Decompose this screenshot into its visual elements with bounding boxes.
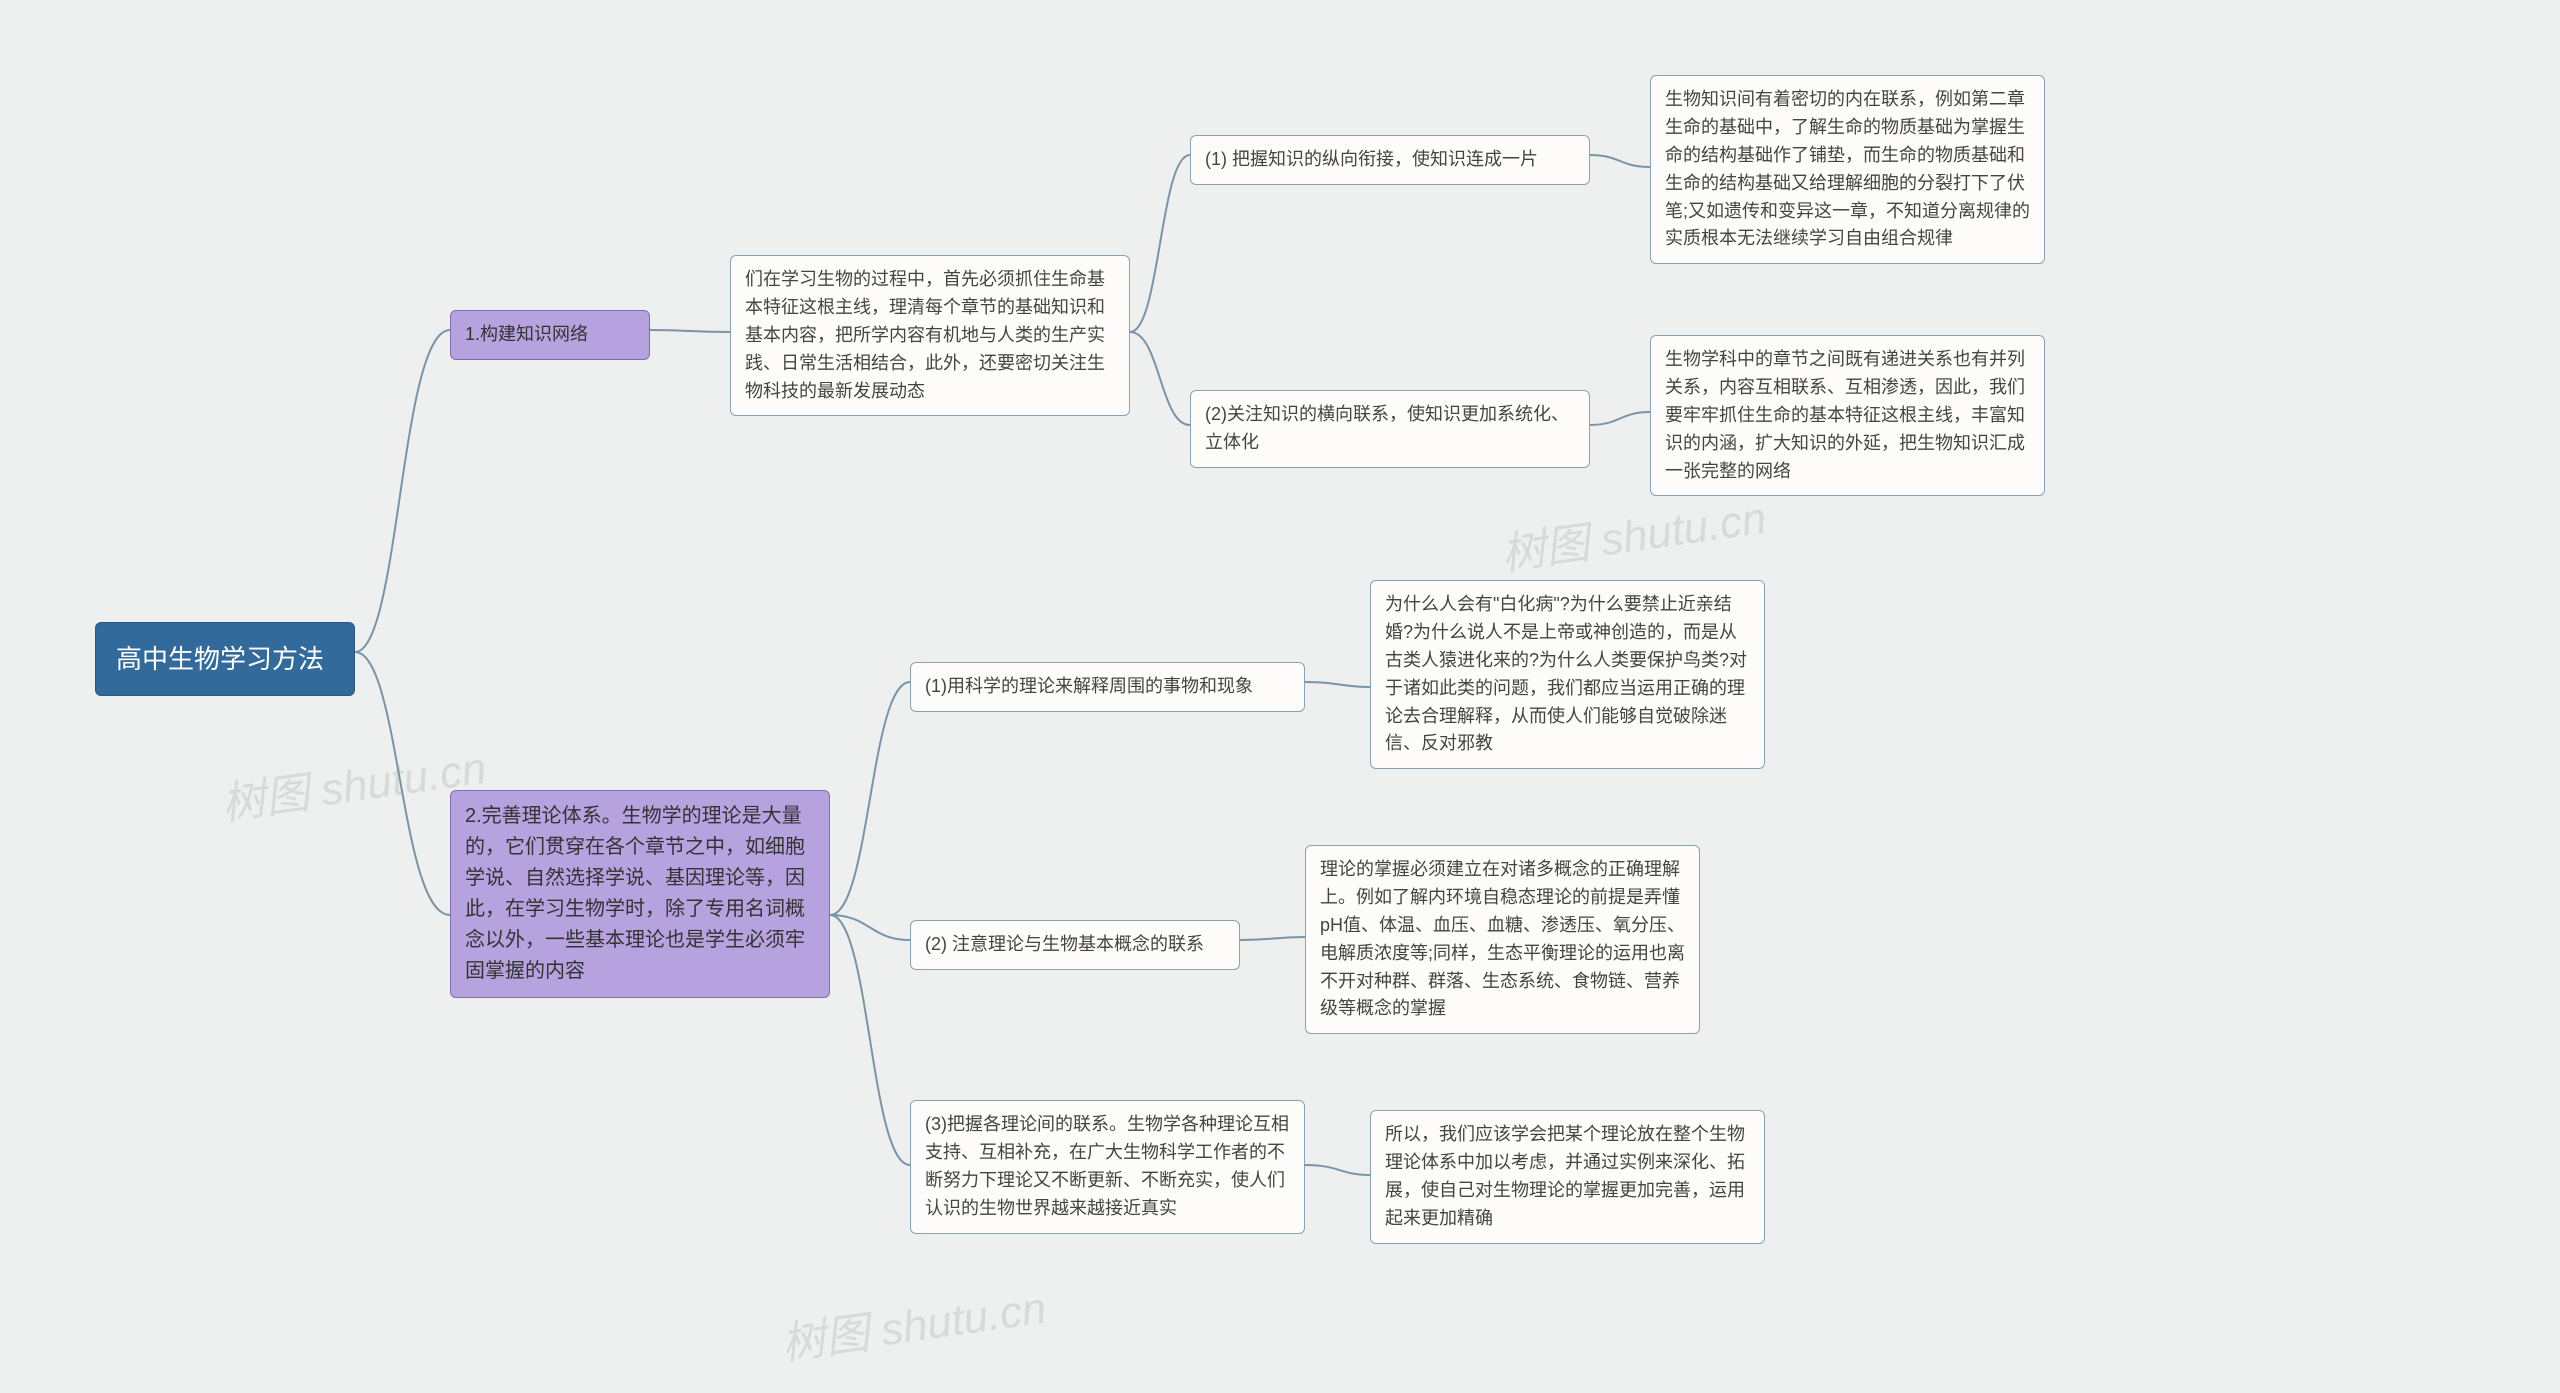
root-node[interactable]: 高中生物学习方法 [95,622,355,696]
branch2-sub1-title[interactable]: (1)用科学的理论来解释周围的事物和现象 [910,662,1305,712]
branch1-sub2-leaf[interactable]: 生物学科中的章节之间既有递进关系也有并列关系，内容互相联系、互相渗透，因此，我们… [1650,335,2045,496]
branch2-sub2-title[interactable]: (2) 注意理论与生物基本概念的联系 [910,920,1240,970]
branch2-sub3-leaf[interactable]: 所以，我们应该学会把某个理论放在整个生物理论体系中加以考虑，并通过实例来深化、拓… [1370,1110,1765,1244]
watermark: 树图 shutu.cn [217,732,490,832]
branch2-sub2-leaf[interactable]: 理论的掌握必须建立在对诸多概念的正确理解上。例如了解内环境自稳态理论的前提是弄懂… [1305,845,1700,1034]
branch1-title[interactable]: 1.构建知识网络 [450,310,650,360]
branch1-sub1-leaf[interactable]: 生物知识间有着密切的内在联系，例如第二章生命的基础中，了解生命的物质基础为掌握生… [1650,75,2045,264]
branch1-desc[interactable]: 们在学习生物的过程中，首先必须抓住生命基本特征这根主线，理清每个章节的基础知识和… [730,255,1130,416]
watermark: 树图 shutu.cn [777,1272,1050,1372]
branch1-sub1-title[interactable]: (1) 把握知识的纵向衔接，使知识连成一片 [1190,135,1590,185]
branch2-title[interactable]: 2.完善理论体系。生物学的理论是大量的，它们贯穿在各个章节之中，如细胞学说、自然… [450,790,830,998]
branch1-sub2-title[interactable]: (2)关注知识的横向联系，使知识更加系统化、立体化 [1190,390,1590,468]
branch2-sub3-title[interactable]: (3)把握各理论间的联系。生物学各种理论互相支持、互相补充，在广大生物科学工作者… [910,1100,1305,1234]
watermark: 树图 shutu.cn [1497,482,1770,582]
branch2-sub1-leaf[interactable]: 为什么人会有"白化病"?为什么要禁止近亲结婚?为什么说人不是上帝或神创造的，而是… [1370,580,1765,769]
